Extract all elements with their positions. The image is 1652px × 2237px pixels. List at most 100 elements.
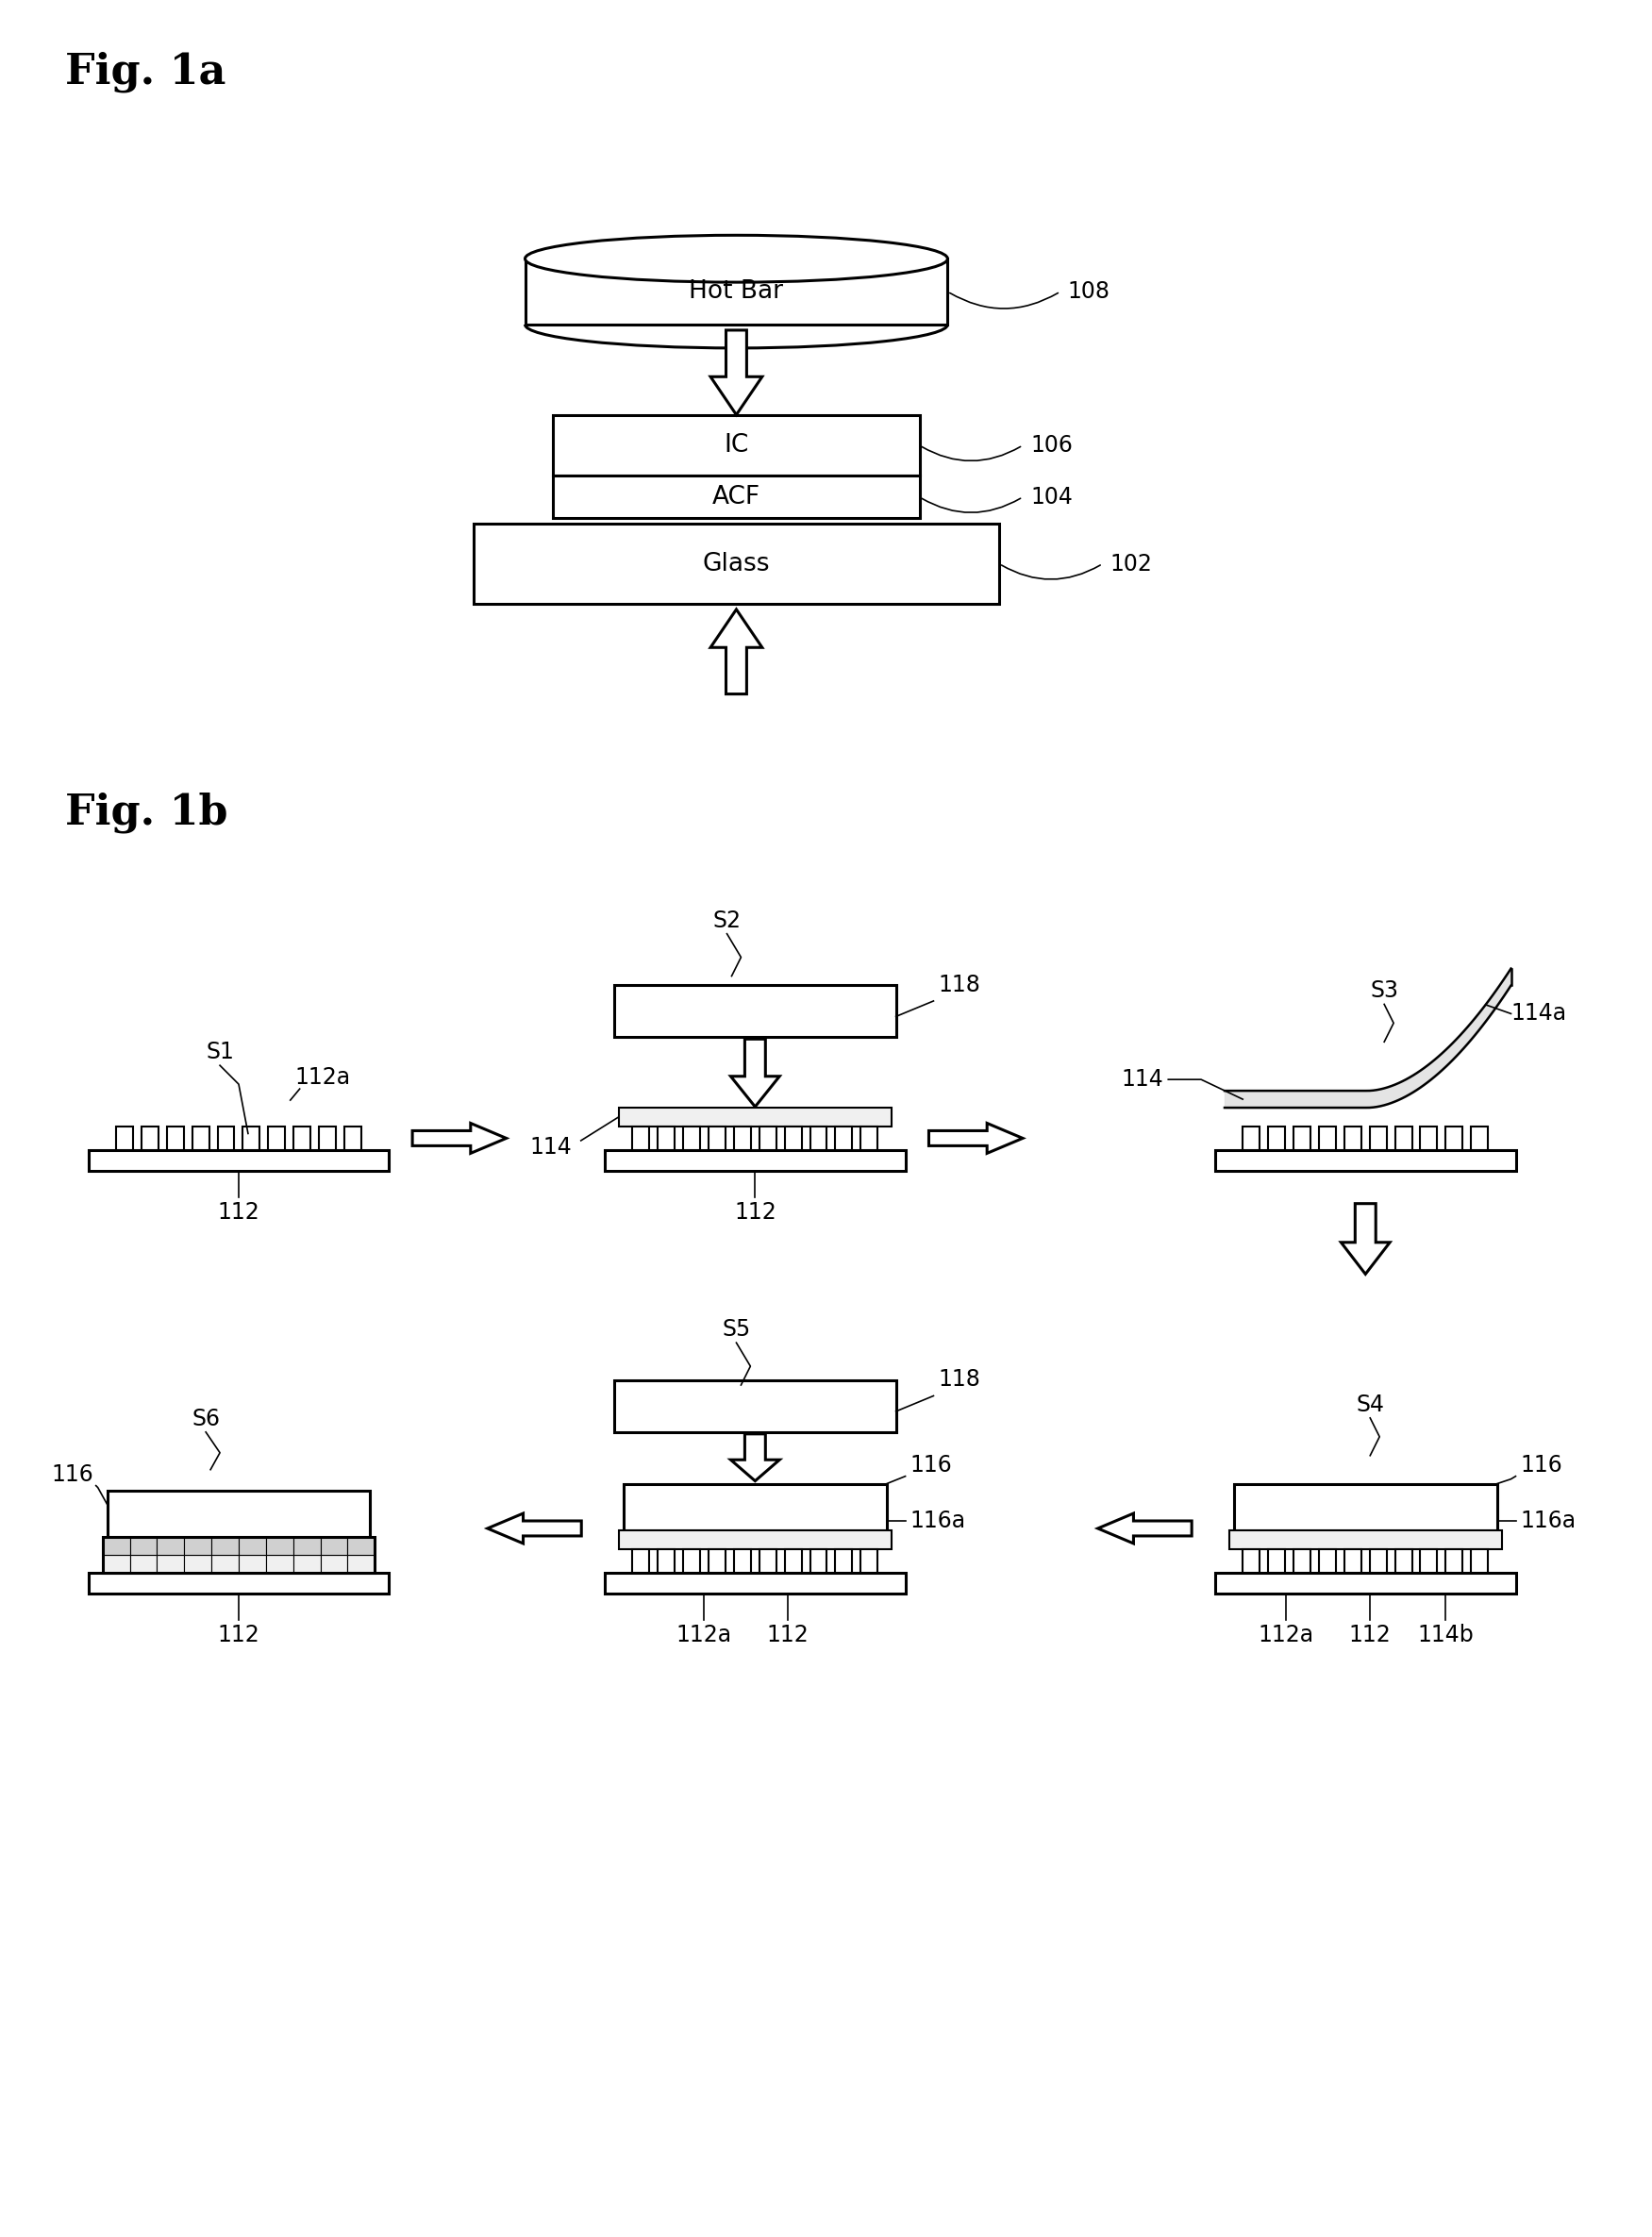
Bar [266,1537,292,1555]
Bar [1318,1550,1336,1573]
Bar [107,1490,370,1537]
Bar [211,1537,238,1555]
Bar [243,1127,259,1150]
Polygon shape [710,608,762,693]
Bar [553,476,920,519]
Bar [1269,1127,1285,1150]
Polygon shape [487,1514,582,1544]
Bar [809,1127,828,1150]
Polygon shape [710,331,762,414]
Bar [218,1127,235,1150]
Bar [785,1127,801,1150]
Text: S1: S1 [206,1040,235,1063]
Bar [1370,1550,1386,1573]
Text: 102: 102 [1110,553,1153,575]
Bar [809,1550,828,1573]
Bar [618,1107,892,1127]
Bar [131,1537,157,1555]
Bar [553,414,920,476]
Bar [709,1127,725,1150]
Bar [1394,1550,1412,1573]
Bar [238,1555,266,1573]
Bar [344,1127,362,1150]
Text: S4: S4 [1356,1394,1384,1416]
Text: 112a: 112a [1257,1624,1313,1646]
Bar [142,1127,159,1150]
Bar [89,1573,388,1593]
Bar [1242,1127,1260,1150]
Bar [292,1555,320,1573]
Bar [102,1537,131,1555]
Bar [474,523,999,604]
Polygon shape [1341,1204,1389,1275]
Bar [861,1127,877,1150]
Bar [861,1550,877,1573]
Bar [633,1127,649,1150]
Bar [785,1550,801,1573]
Bar [1234,1483,1497,1530]
Bar [1242,1550,1260,1573]
Bar [102,1537,375,1573]
Ellipse shape [525,235,948,282]
Bar [684,1550,700,1573]
Bar [1269,1550,1285,1573]
Text: 112: 112 [218,1624,259,1646]
Text: S5: S5 [722,1318,750,1340]
Bar [760,1127,776,1150]
Bar [836,1550,852,1573]
Bar [836,1127,852,1150]
Bar [1229,1530,1502,1550]
Bar [1446,1550,1462,1573]
Bar [157,1537,185,1555]
Bar [620,1530,892,1550]
Text: 114: 114 [529,1136,572,1159]
Bar [102,1555,131,1573]
Text: S3: S3 [1370,980,1398,1002]
Text: 108: 108 [1067,280,1110,302]
Bar [1421,1550,1437,1573]
Polygon shape [928,1123,1023,1154]
Text: IC: IC [724,434,748,459]
Bar [1446,1127,1462,1150]
Bar [294,1127,311,1150]
Text: 114b: 114b [1417,1624,1474,1646]
Bar [292,1537,320,1555]
Polygon shape [730,1434,780,1481]
Text: 112: 112 [767,1624,809,1646]
Bar [266,1555,292,1573]
Bar [760,1550,776,1573]
Bar [268,1127,286,1150]
Polygon shape [730,1038,780,1107]
Text: 114a: 114a [1512,1002,1566,1025]
Bar [238,1537,266,1555]
Text: 114: 114 [1122,1067,1163,1092]
Bar [1394,1127,1412,1150]
Text: 112: 112 [1350,1624,1391,1646]
Text: 112a: 112a [676,1624,732,1646]
Text: ACF: ACF [712,485,760,510]
Bar [320,1537,347,1555]
Bar [624,1483,887,1530]
Bar [1421,1127,1437,1150]
Text: 118: 118 [938,1369,981,1391]
Text: 116: 116 [910,1454,952,1476]
Text: 116a: 116a [1520,1510,1576,1532]
Bar [733,1550,752,1573]
Text: 104: 104 [1031,485,1072,508]
Bar [157,1555,185,1573]
Bar [605,1150,905,1170]
Bar [1470,1127,1488,1150]
Bar [615,987,895,1038]
Bar [605,1573,905,1593]
Bar [185,1537,211,1555]
Text: 118: 118 [938,973,981,995]
Polygon shape [413,1123,506,1154]
Bar [1216,1150,1515,1170]
Text: 116: 116 [51,1463,93,1485]
Bar [347,1537,375,1555]
Text: 116: 116 [1520,1454,1563,1476]
Bar [657,1550,674,1573]
Bar [525,259,948,324]
Bar [615,1380,895,1432]
Bar [185,1555,211,1573]
